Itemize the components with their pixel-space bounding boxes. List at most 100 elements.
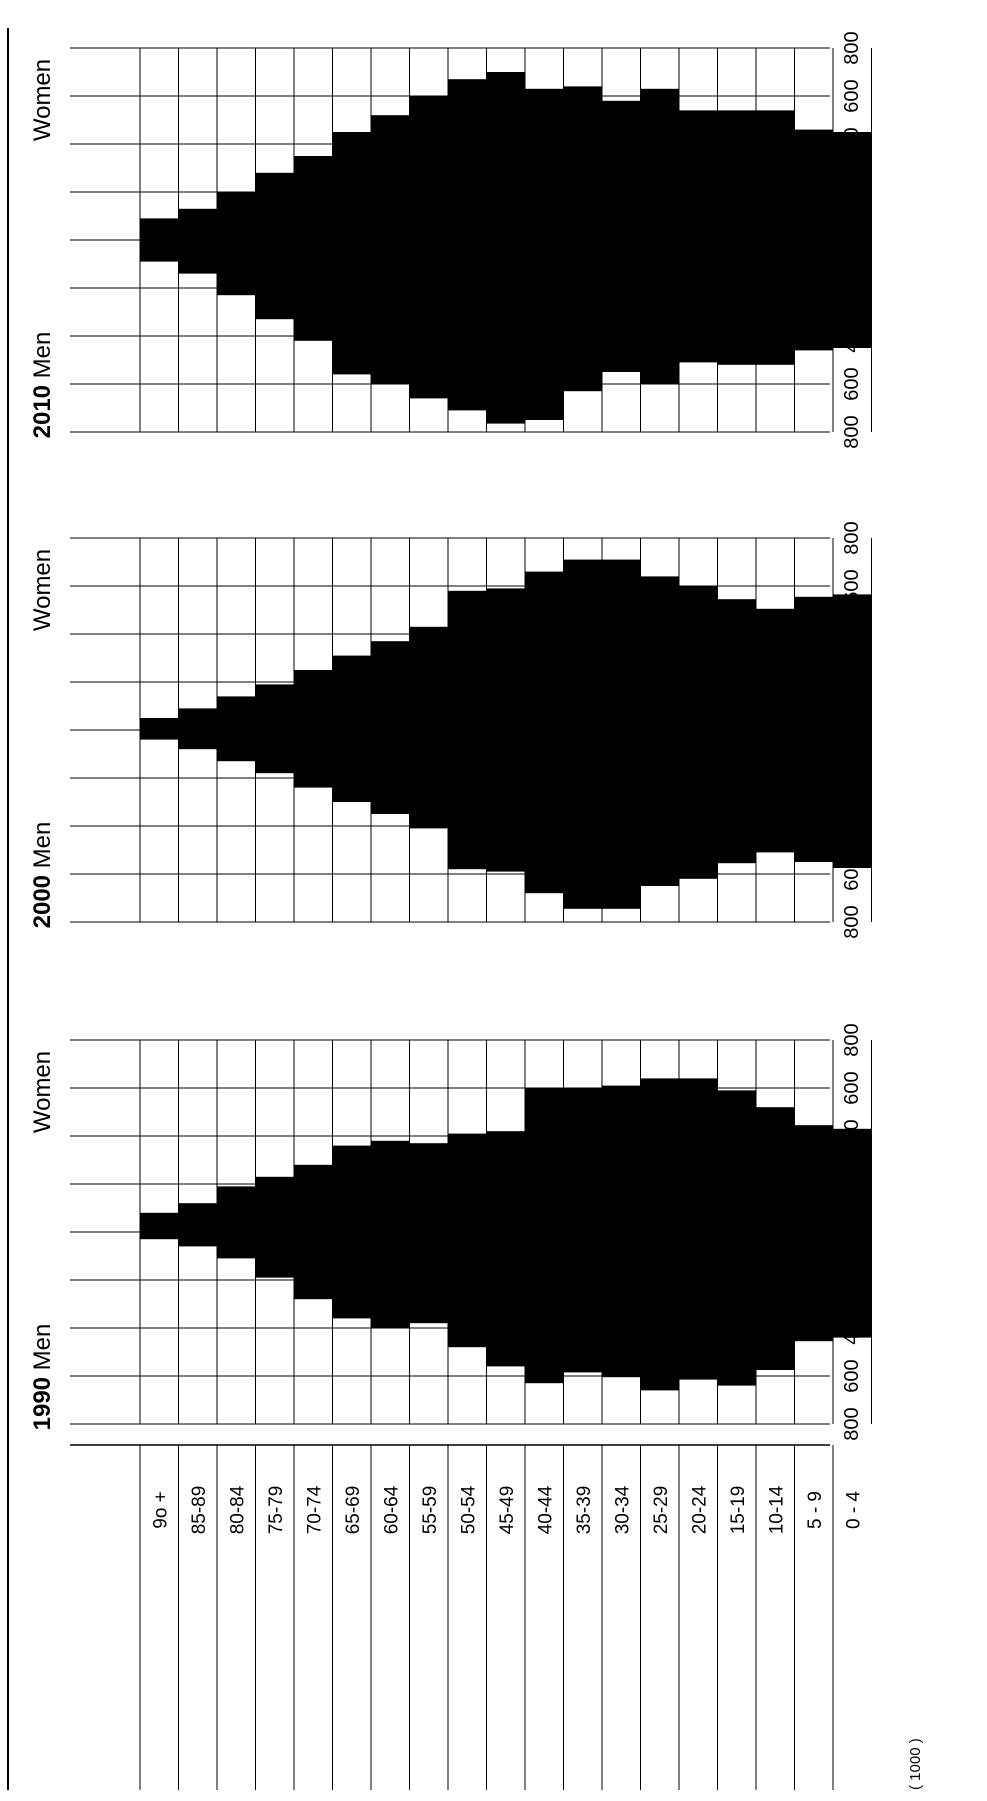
bar-women xyxy=(409,626,449,730)
age-label: 40-44 xyxy=(535,1485,556,1534)
tick-label: 800 xyxy=(841,521,863,554)
bar-men xyxy=(563,240,603,392)
bar-men xyxy=(602,1232,641,1378)
bar-men xyxy=(794,240,834,351)
bar-men xyxy=(525,1232,564,1384)
tick-label: 400 xyxy=(841,127,863,160)
bar-men xyxy=(486,730,526,872)
tick-label: 800 xyxy=(841,31,863,64)
bar-women xyxy=(178,708,218,730)
bar-men xyxy=(717,1232,757,1386)
bar-women xyxy=(756,110,795,241)
tick-label: 600 xyxy=(841,1359,863,1392)
bar-men xyxy=(833,730,872,868)
bar-men xyxy=(563,1232,603,1373)
tick-label: 400 xyxy=(841,809,863,842)
age-label: 45-49 xyxy=(497,1486,518,1535)
tick-label: 600 xyxy=(841,569,863,602)
bar-women xyxy=(448,590,487,730)
bar-men xyxy=(563,730,603,909)
bar-women xyxy=(563,86,603,241)
bar-women xyxy=(602,100,641,240)
bar-men xyxy=(332,730,372,802)
panel-men-label: 2000 Men xyxy=(29,822,56,929)
panel-men-label: 1990 Men xyxy=(29,1324,56,1431)
bar-women xyxy=(794,1125,834,1232)
bar-men xyxy=(640,730,680,886)
bar-men xyxy=(217,240,256,296)
tick-label: 200 xyxy=(841,1263,863,1296)
bar-women xyxy=(833,594,872,730)
tick-label: 200 xyxy=(841,271,863,304)
bar-men xyxy=(448,730,487,870)
bar-men xyxy=(602,730,641,909)
tick-label: 600 xyxy=(841,79,863,112)
bar-men xyxy=(525,730,564,894)
panel-women-label: Women xyxy=(29,59,56,141)
age-label: 10-14 xyxy=(766,1485,787,1534)
bar-women xyxy=(640,88,680,240)
bar-women xyxy=(602,559,641,730)
bar-women xyxy=(448,1133,487,1232)
bar-women xyxy=(294,1164,333,1232)
bar-men xyxy=(409,1232,449,1324)
tick-label: 400 xyxy=(841,617,863,650)
bar-women xyxy=(717,1090,757,1232)
tick-label: 0 xyxy=(841,234,863,245)
tick-labels: 800 600 400 200 0 200 400 600 800 800 600 400 200 0 20… xyxy=(841,31,863,1440)
bar-men xyxy=(140,730,179,740)
bar-women xyxy=(332,655,372,730)
bar-men xyxy=(448,240,487,411)
bar-women xyxy=(717,599,757,730)
tick-label: 0 xyxy=(841,724,863,735)
age-label: 0 - 4 xyxy=(843,1491,864,1529)
bar-men xyxy=(332,240,372,375)
panel-women-label: Women xyxy=(29,1051,56,1133)
bar-men xyxy=(756,240,795,365)
bar-women xyxy=(371,115,410,240)
bar-women xyxy=(717,110,757,241)
bar-women xyxy=(525,1088,564,1232)
bar-men xyxy=(833,1232,872,1338)
bar-women xyxy=(525,571,564,730)
bar-women xyxy=(486,1131,526,1232)
bar-women xyxy=(371,641,410,730)
tick-label: 600 xyxy=(841,857,863,890)
bar-women xyxy=(294,670,333,730)
bar-women xyxy=(679,1078,718,1232)
tick-label: 800 xyxy=(841,905,863,938)
tick-label: 0 xyxy=(841,1226,863,1237)
age-label: 20-24 xyxy=(689,1485,710,1534)
age-label: 60-64 xyxy=(381,1485,402,1534)
bar-women xyxy=(448,79,487,240)
bar-women xyxy=(409,96,449,240)
bar-men xyxy=(409,730,449,829)
bar-men xyxy=(756,730,795,853)
bar-men xyxy=(140,240,179,262)
tick-label: 400 xyxy=(841,1311,863,1344)
bar-women xyxy=(640,1078,680,1232)
bar-women xyxy=(178,1203,218,1232)
bar-women xyxy=(178,208,218,240)
tick-label: 200 xyxy=(841,761,863,794)
bar-women xyxy=(332,132,372,240)
bar-women xyxy=(409,1143,449,1232)
bar-women xyxy=(140,718,179,730)
bar-women xyxy=(140,218,179,240)
tick-label: 200 xyxy=(841,1167,863,1200)
bar-women xyxy=(563,1088,603,1232)
bar-men xyxy=(640,240,680,384)
bar-men xyxy=(794,1232,834,1342)
bar-men xyxy=(255,240,295,320)
age-label: 85-89 xyxy=(189,1486,210,1535)
bar-women xyxy=(679,586,718,730)
bars xyxy=(140,72,872,1391)
bar-men xyxy=(294,1232,333,1300)
age-label: 65-69 xyxy=(343,1486,364,1535)
tick-label: 400 xyxy=(841,319,863,352)
bar-women xyxy=(525,88,564,240)
bar-women xyxy=(833,1128,872,1232)
bar-men xyxy=(794,730,834,862)
bar-men xyxy=(679,1232,718,1380)
bar-women xyxy=(602,1085,641,1232)
